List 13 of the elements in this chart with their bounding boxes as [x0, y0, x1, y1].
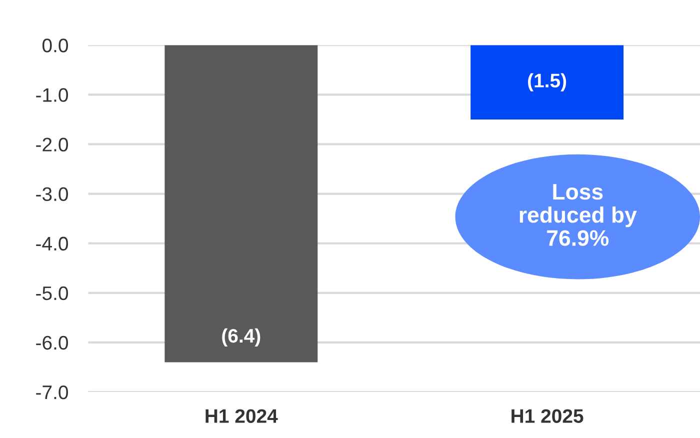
y-tick-label: -3.0 [36, 187, 68, 202]
y-tick-label: -5.0 [36, 286, 68, 300]
data-label: (1.5) [528, 73, 566, 92]
y-tick-label: -7.0 [36, 385, 68, 400]
annotation: Loss reduced by 76.9% [520, 184, 637, 246]
y-tick-label: -6.0 [36, 336, 68, 350]
y-tick-label: 0.0 [42, 38, 68, 52]
data-label: (6.4) [222, 328, 260, 347]
y-tick-label: -2.0 [36, 138, 68, 152]
x-tick-label: H1 2025 [512, 409, 584, 423]
y-tick-label: -4.0 [36, 236, 68, 251]
y-tick-label: -1.0 [36, 88, 68, 102]
x-tick-label: H1 2024 [206, 409, 278, 423]
